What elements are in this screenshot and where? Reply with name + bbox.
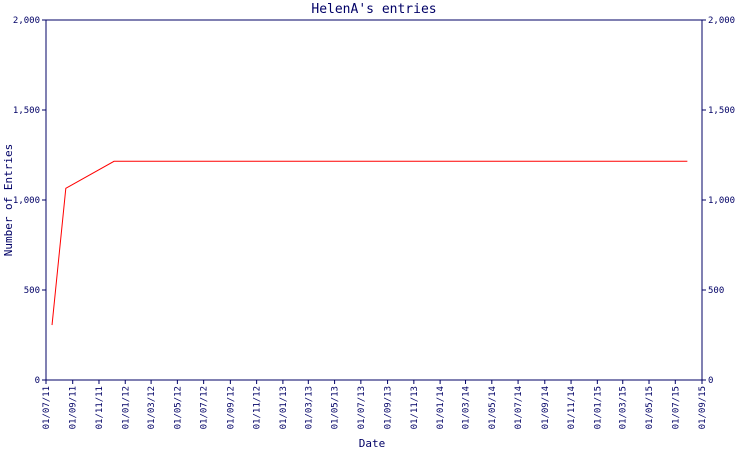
x-tick-label: 01/07/15	[671, 386, 681, 429]
x-tick-label: 01/05/13	[331, 386, 341, 429]
y2-tick-label: 1,000	[708, 196, 735, 206]
x-tick-label: 01/03/15	[619, 386, 629, 429]
y-tick-label: 0	[35, 376, 40, 386]
x-tick-label: 01/11/13	[410, 386, 420, 429]
x-tick-label: 01/11/14	[567, 386, 577, 429]
plot-frame	[45, 19, 703, 381]
y2-tick-label: 1,500	[708, 106, 735, 116]
x-tick-label: 01/05/15	[645, 386, 655, 429]
y-axis-label: Number of Entries	[2, 144, 15, 257]
x-tick-label: 01/01/13	[279, 386, 289, 429]
y-tick-label: 2,000	[13, 16, 40, 26]
x-tick-label: 01/09/11	[69, 386, 79, 429]
y-tick-label: 500	[24, 286, 40, 296]
x-tick-label: 01/09/15	[698, 386, 708, 429]
x-tick-label: 01/01/14	[436, 386, 446, 429]
x-tick-label: 01/07/14	[514, 386, 524, 429]
x-tick-label: 01/11/11	[95, 386, 105, 429]
x-tick-label: 01/05/14	[488, 386, 498, 429]
x-tick-label: 01/09/14	[541, 386, 551, 429]
x-tick-label: 01/01/12	[121, 386, 131, 429]
x-tick-label: 01/03/14	[462, 386, 472, 429]
x-tick-label: 01/07/11	[42, 386, 52, 429]
y2-tick-label: 500	[708, 286, 724, 296]
data-line	[51, 160, 688, 326]
x-tick-label: 01/09/13	[384, 386, 394, 429]
x-tick-label: 01/03/13	[304, 386, 314, 429]
x-tick-label: 01/11/12	[253, 386, 263, 429]
chart-title: HelenA's entries	[311, 2, 436, 17]
y-tick-label: 1,500	[13, 106, 40, 116]
x-tick-label: 01/09/12	[226, 386, 236, 429]
x-axis-label: Date	[359, 437, 386, 450]
x-tick-label: 01/03/12	[147, 386, 157, 429]
x-tick-label: 01/07/13	[357, 386, 367, 429]
y2-tick-label: 0	[708, 376, 713, 386]
y-tick-label: 1,000	[13, 196, 40, 206]
y2-tick-label: 2,000	[708, 16, 735, 26]
x-tick-label: 01/07/12	[200, 386, 210, 429]
x-tick-label: 01/01/15	[593, 386, 603, 429]
x-tick-label: 01/05/12	[173, 386, 183, 429]
